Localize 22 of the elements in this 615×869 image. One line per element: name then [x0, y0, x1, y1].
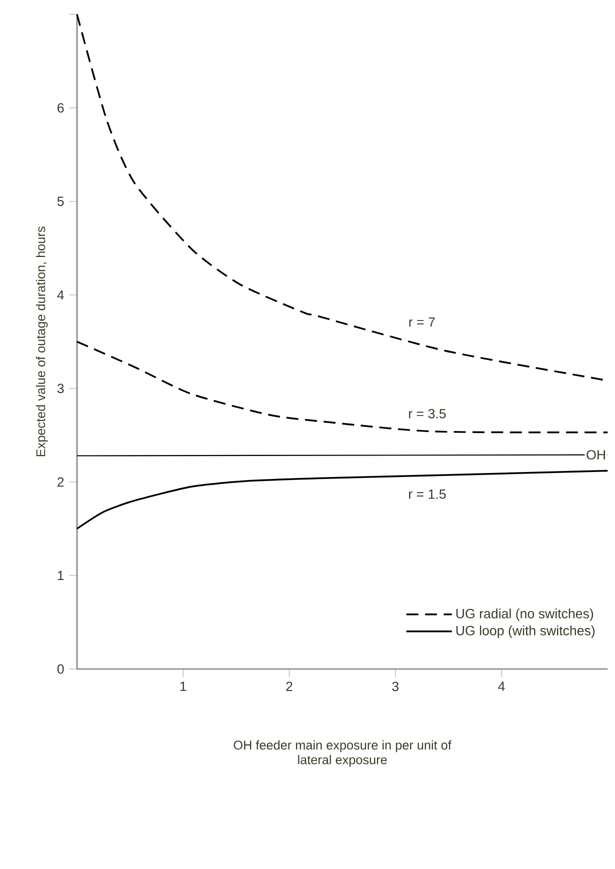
y-tick-label: 0	[57, 664, 64, 674]
line-series	[76, 470, 609, 530]
x-axis-title: OH feeder main exposure in per unit of lateral exposure	[234, 740, 452, 767]
x-tick-label: 3	[392, 682, 399, 692]
line-series	[76, 13, 606, 381]
y-tick-label: 2	[58, 477, 64, 487]
legend-label: UG radial (no switches)	[456, 608, 594, 621]
line-series	[76, 340, 609, 434]
y-tick-label: 6	[58, 103, 64, 113]
x-tick-label: 2	[286, 682, 292, 692]
annotation: r = 1.5	[409, 490, 446, 499]
y-tick-label: 5	[57, 196, 64, 206]
y-tick-label: 4	[57, 290, 64, 300]
annotation: r = 7	[409, 317, 435, 327]
x-tick-label: 4	[498, 682, 505, 691]
x-tick-label: 1	[180, 682, 186, 691]
y-axis-title: Expected value of outage duration, hours	[36, 226, 48, 456]
y-tick-label: 1	[58, 570, 64, 580]
y-tick-label: 3	[57, 384, 64, 394]
legend-label: UG loop (with switches)	[456, 626, 595, 638]
annotation: r = 3.5	[409, 408, 446, 418]
series-label: OH	[586, 450, 605, 460]
